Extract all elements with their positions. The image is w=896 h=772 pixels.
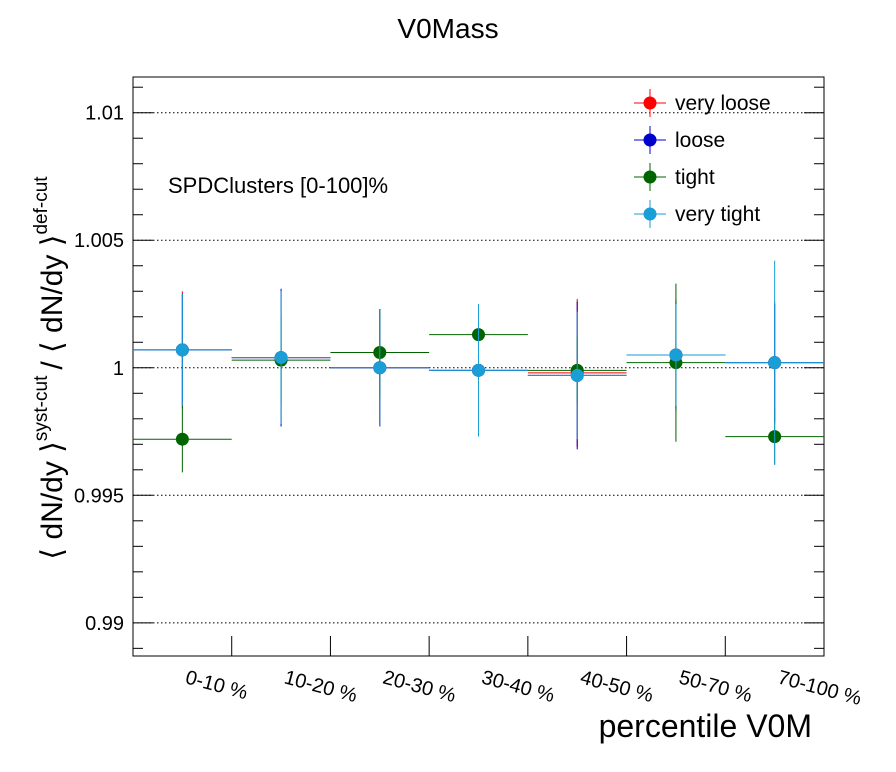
y-axis-label-sup-def: def-cut bbox=[31, 176, 52, 235]
legend-item: tight bbox=[634, 163, 715, 191]
y-axis-label: ⟨ dN/dy ⟩syst-cut / ⟨ dN/dy ⟩def-cut bbox=[31, 176, 69, 560]
axes: 0.99 0.995 1 1.005 1.01 0-10 % 10-20 % 20-30 % 3… bbox=[74, 76, 864, 710]
data-point bbox=[175, 343, 189, 357]
legend-label: very loose bbox=[675, 92, 771, 115]
legend-point-marker bbox=[643, 133, 657, 147]
data-point bbox=[570, 368, 584, 382]
legend-item: loose bbox=[634, 126, 725, 154]
chart-title: V0Mass bbox=[397, 13, 498, 44]
legend: very loose loose tight very tight bbox=[634, 89, 771, 228]
y-tick-label: 0.995 bbox=[74, 485, 124, 507]
legend-label: loose bbox=[675, 129, 725, 152]
x-tick-label: 20-30 % bbox=[380, 667, 458, 708]
series-very-tight bbox=[133, 260, 824, 465]
x-tick-label: 30-40 % bbox=[479, 667, 557, 708]
plot-frame bbox=[132, 76, 825, 657]
y-axis-label-divider: / ⟨ dN/dy ⟩ bbox=[36, 235, 69, 370]
data-point bbox=[768, 356, 782, 370]
y-axis-label-main: ⟨ dN/dy ⟩ bbox=[36, 441, 69, 559]
y-axis-label-sup-syst: syst-cut bbox=[31, 375, 52, 441]
annotation-label: SPDClusters [0-100]% bbox=[168, 173, 388, 198]
data-point bbox=[373, 361, 387, 375]
legend-label: tight bbox=[675, 166, 715, 189]
legend-label: very tight bbox=[675, 203, 760, 226]
data-point bbox=[274, 351, 288, 365]
data-series bbox=[133, 260, 824, 473]
legend-point-marker bbox=[643, 207, 657, 221]
x-tick-label: 0-10 % bbox=[183, 667, 250, 705]
legend-item: very tight bbox=[634, 200, 760, 228]
x-tick-label: 10-20 % bbox=[282, 667, 360, 708]
legend-point-marker bbox=[643, 170, 657, 184]
data-point bbox=[472, 363, 485, 377]
y-tick-label: 1.01 bbox=[85, 103, 124, 125]
y-tick-label: 1.005 bbox=[74, 230, 124, 252]
y-tick-label: 1 bbox=[113, 358, 124, 380]
data-point bbox=[669, 348, 683, 362]
legend-item: very loose bbox=[634, 89, 771, 117]
legend-point-marker bbox=[643, 96, 657, 110]
x-tick-label: 40-50 % bbox=[578, 667, 656, 708]
y-tick-label: 0.99 bbox=[85, 613, 124, 635]
x-axis-label: percentile V0M bbox=[599, 708, 812, 744]
data-point bbox=[175, 432, 189, 446]
x-tick-label: 50-70 % bbox=[677, 667, 755, 708]
x-tick-label: 70-100 % bbox=[775, 667, 864, 710]
